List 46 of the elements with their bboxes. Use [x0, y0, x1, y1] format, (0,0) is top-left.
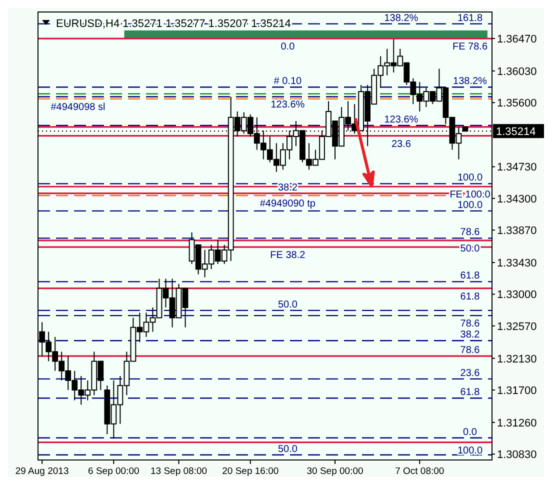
- annotation: 23.6: [391, 138, 412, 150]
- annotation: 38.2: [460, 330, 480, 341]
- annotation: # 0.10: [274, 76, 302, 88]
- y-tick-label: 1.36030: [497, 66, 537, 78]
- annotation: #4949090 tp: [260, 198, 316, 210]
- x-tick-label: 20 Sep 16:00: [222, 466, 279, 477]
- annotation: 78.6: [460, 227, 480, 238]
- annotation: 123.6%: [270, 100, 305, 111]
- annotation: 100.0: [457, 172, 483, 184]
- x-tick-label: 7 Oct 08:00: [395, 466, 444, 477]
- y-tick-label: 1.35600: [497, 98, 537, 110]
- annotation: 123.6%: [384, 114, 418, 126]
- annotation: 78.6: [460, 345, 480, 356]
- y-tick-label: 1.31700: [497, 385, 537, 397]
- annotation: 0.0: [280, 42, 296, 53]
- annotation: 161.8: [457, 12, 483, 24]
- annotation: 138.2%: [453, 76, 488, 88]
- annotation: 100.0: [457, 445, 483, 456]
- annotation: 78.6: [460, 318, 480, 330]
- y-tick-label: 1.36470: [497, 34, 537, 46]
- annotation: 61.8: [460, 387, 480, 398]
- y-tick-label: 1.34300: [497, 193, 537, 206]
- ref-line-label: 1.35214: [496, 126, 536, 138]
- annotation: 100.0: [457, 200, 483, 211]
- annotation: 61.8: [460, 270, 480, 282]
- annotation: 50.0: [278, 299, 298, 310]
- y-tick-label: 1.33870: [497, 225, 537, 238]
- annotation: 23.6: [460, 368, 480, 379]
- x-tick-label: 13 Sep 08:00: [150, 466, 208, 477]
- y-tick-label: 1.34730: [497, 162, 537, 174]
- y-tick-label: 1.31260: [497, 417, 537, 430]
- annotation: 138.2%: [384, 12, 418, 24]
- annotation: FE 78.6: [452, 42, 488, 53]
- x-tick-label: 6 Sep 00:00: [88, 466, 140, 477]
- annotation: 50.0: [278, 444, 298, 455]
- x-tick-label: 29 Aug 2013: [15, 466, 69, 477]
- annotation: 61.8: [460, 291, 480, 302]
- annotation: #4949098 sl: [50, 102, 106, 113]
- annotation: 0.0: [463, 426, 478, 438]
- y-tick-label: 1.33000: [497, 289, 537, 302]
- y-tick-label: 1.32570: [497, 320, 537, 333]
- y-tick-label: 1.32130: [497, 353, 537, 366]
- y-tick-label: 1.30830: [497, 449, 537, 462]
- annotation: FE 38.2: [270, 250, 306, 262]
- x-tick-label: 30 Sep 00:00: [306, 466, 364, 477]
- y-tick-label: 1.33430: [497, 258, 537, 270]
